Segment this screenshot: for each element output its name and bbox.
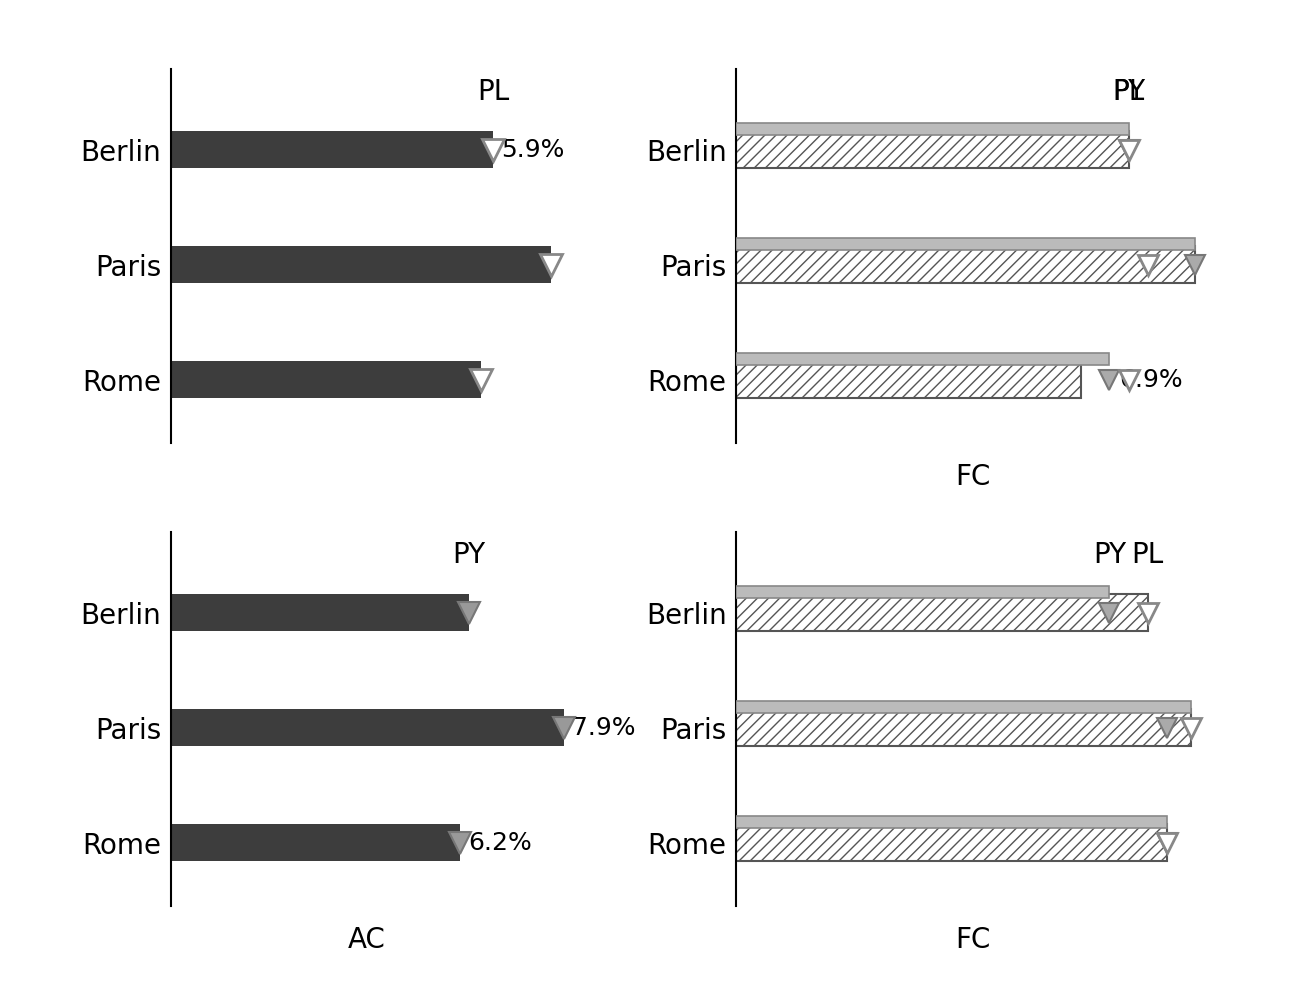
- Text: 7.9%: 7.9%: [572, 716, 635, 740]
- Bar: [736, 246, 1195, 283]
- Bar: [736, 361, 1081, 398]
- Text: PY: PY: [452, 541, 485, 568]
- Text: 6.9%: 6.9%: [1119, 368, 1182, 392]
- Bar: [736, 123, 1128, 135]
- Text: AC: AC: [347, 926, 385, 953]
- Bar: [736, 586, 1110, 598]
- Bar: [736, 817, 1166, 827]
- Bar: [736, 238, 1195, 250]
- Text: FC: FC: [956, 463, 990, 491]
- Text: PL: PL: [477, 78, 509, 105]
- Bar: [171, 361, 481, 398]
- Bar: [736, 701, 1190, 713]
- Text: PY: PY: [1112, 78, 1145, 105]
- Bar: [736, 824, 1166, 861]
- Bar: [736, 131, 1128, 168]
- Bar: [171, 824, 460, 861]
- Text: FC: FC: [956, 926, 990, 953]
- Bar: [736, 594, 1148, 631]
- Text: PL: PL: [1112, 78, 1144, 105]
- Bar: [171, 246, 551, 283]
- Bar: [171, 709, 564, 746]
- Bar: [171, 131, 493, 168]
- Text: PY: PY: [1093, 541, 1126, 568]
- Bar: [736, 709, 1190, 746]
- Bar: [171, 594, 468, 631]
- Text: PL: PL: [1131, 541, 1164, 568]
- Text: 6.2%: 6.2%: [468, 831, 533, 855]
- Bar: [736, 354, 1110, 364]
- Text: 5.9%: 5.9%: [501, 138, 565, 162]
